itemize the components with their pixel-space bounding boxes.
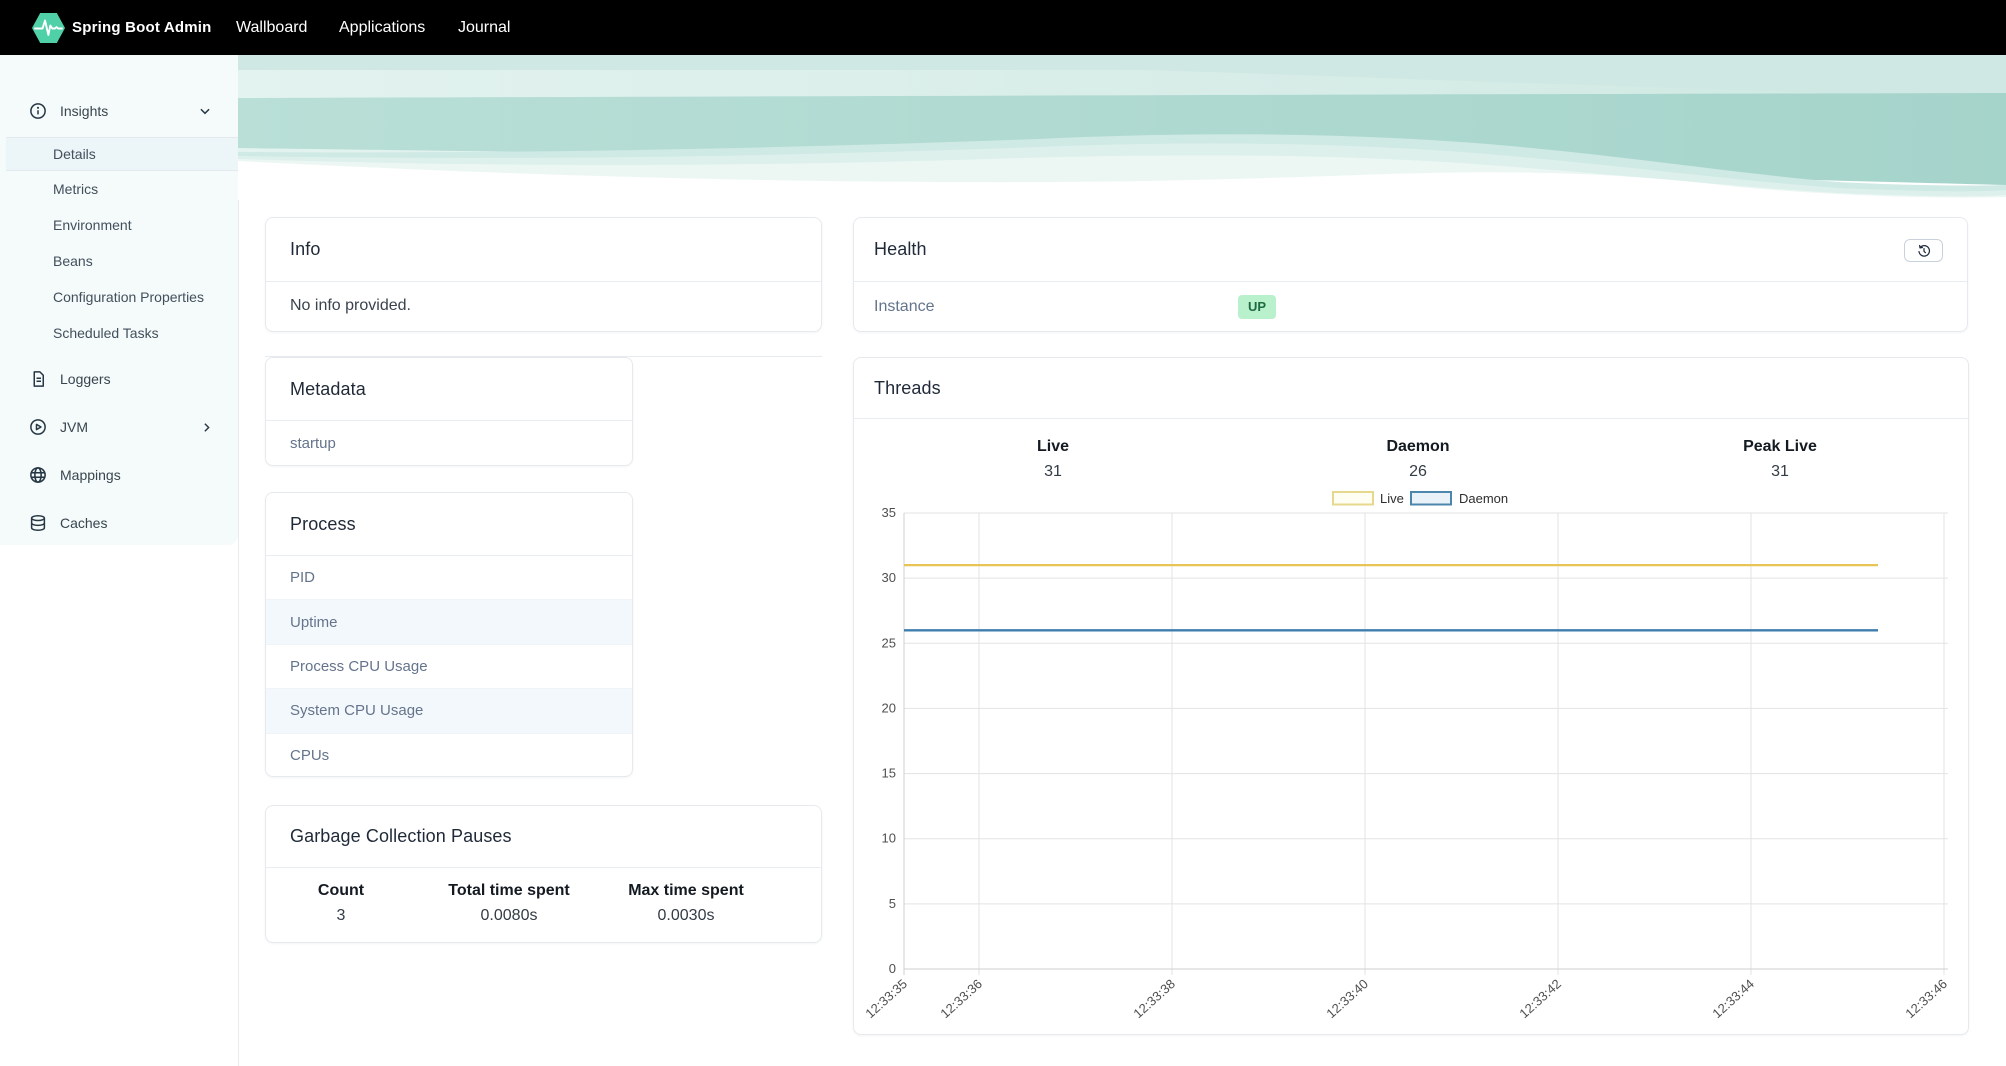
svg-text:5: 5 [889, 896, 896, 911]
svg-text:30: 30 [882, 570, 896, 585]
svg-text:Live: Live [1380, 491, 1404, 506]
svg-text:25: 25 [882, 635, 896, 650]
svg-text:35: 35 [882, 505, 896, 520]
svg-text:12:33:46: 12:33:46 [1902, 976, 1950, 1021]
svg-text:12:33:36: 12:33:36 [937, 976, 985, 1021]
svg-text:20: 20 [882, 700, 896, 715]
svg-text:12:33:42: 12:33:42 [1516, 976, 1564, 1021]
svg-text:10: 10 [882, 831, 896, 846]
svg-text:Daemon: Daemon [1459, 491, 1508, 506]
svg-text:0: 0 [889, 961, 896, 976]
svg-text:15: 15 [882, 766, 896, 781]
svg-text:12:33:35: 12:33:35 [862, 976, 910, 1021]
svg-text:12:33:44: 12:33:44 [1709, 976, 1757, 1021]
svg-text:12:33:40: 12:33:40 [1323, 976, 1371, 1021]
svg-text:12:33:38: 12:33:38 [1130, 976, 1178, 1021]
